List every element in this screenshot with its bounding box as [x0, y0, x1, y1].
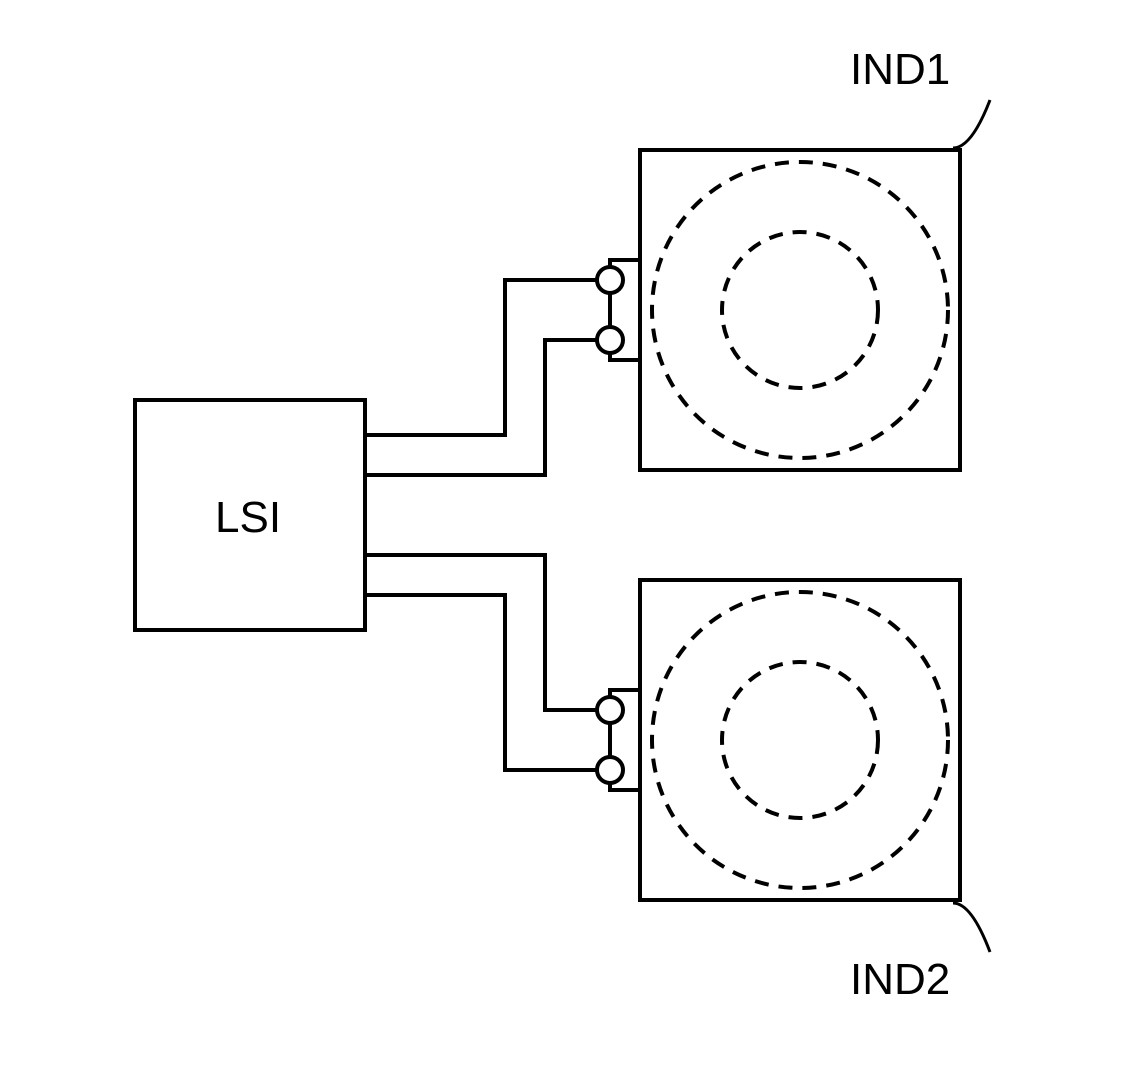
ind1-label: IND1	[850, 45, 950, 95]
wire-lsi-to-ind1-a	[365, 280, 597, 435]
inductor-1-inner-coil	[722, 232, 878, 388]
inductor-2-inner-coil	[722, 662, 878, 818]
wire-lsi-to-ind2-b	[365, 595, 597, 770]
wire-lsi-to-ind2-a	[365, 555, 597, 710]
inductor-1-leader	[953, 100, 990, 148]
inductor-1-outer-coil	[652, 162, 948, 458]
inductor-2-terminal-2	[597, 757, 623, 783]
inductor-1-box	[640, 150, 960, 470]
inductor-2-outer-coil	[652, 592, 948, 888]
inductor-1-terminal-2	[597, 327, 623, 353]
wire-lsi-to-ind1-b	[365, 340, 597, 475]
inductor-1-terminal-1	[597, 267, 623, 293]
inductor-2-leader	[953, 903, 990, 952]
inductor-2-terminal-1	[597, 697, 623, 723]
inductor-2-box	[640, 580, 960, 900]
lsi-label: LSI	[215, 493, 281, 543]
ind2-label: IND2	[850, 955, 950, 1005]
diagram-canvas	[0, 0, 1124, 1073]
